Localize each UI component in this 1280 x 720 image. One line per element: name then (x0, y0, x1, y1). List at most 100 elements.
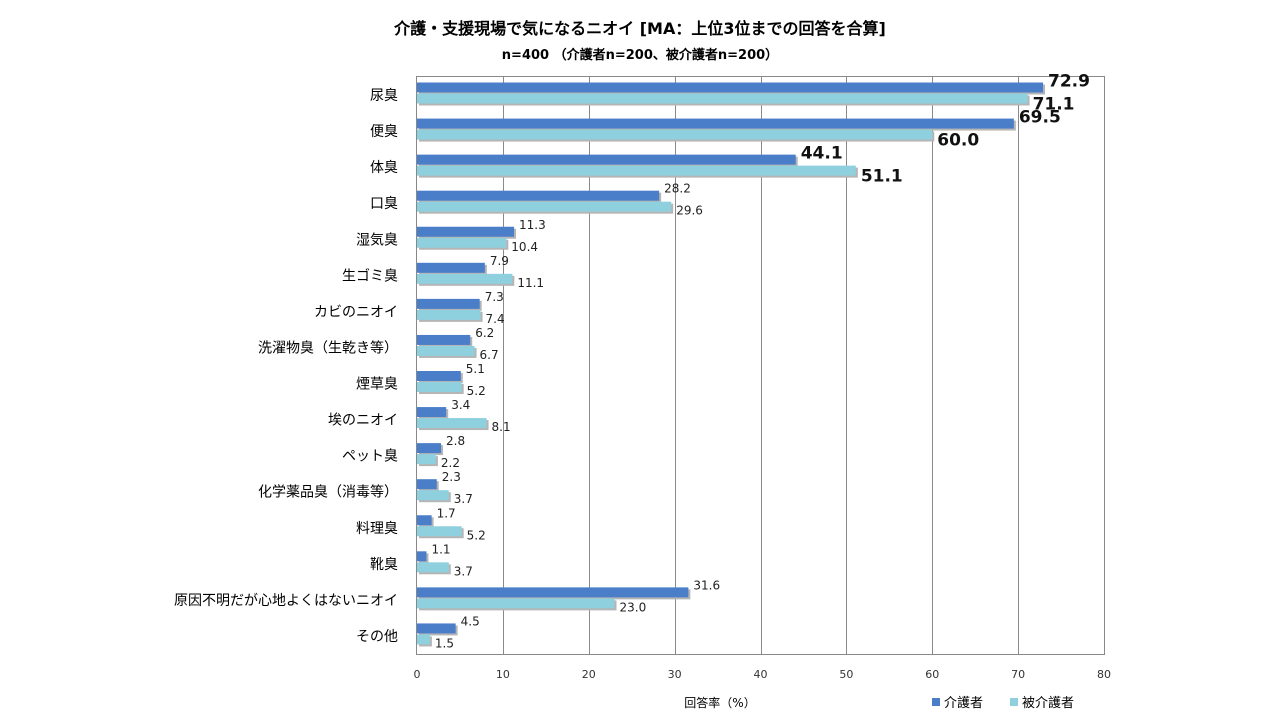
data-label: 2.2 (441, 456, 460, 470)
x-tick-labels: 0 10 20 30 40 50 60 70 80 (414, 668, 1112, 681)
x-tick-label: 80 (1097, 668, 1111, 681)
data-label: 6.2 (475, 326, 494, 340)
bar-care-receiver (417, 165, 856, 176)
bar-caregiver (417, 334, 471, 345)
legend-swatch (932, 698, 940, 706)
data-label: 51.1 (861, 167, 903, 187)
bar-caregiver (417, 262, 485, 273)
data-label: 60.0 (937, 131, 979, 151)
category-label: 埃のニオイ (328, 413, 398, 429)
bars-group: 72.9 71.169.5 60.0 44.1 51.1 28.2 29.6 11.3 10.4… (417, 72, 1090, 650)
data-label: 2.3 (442, 470, 461, 484)
data-label: 1.7 (437, 506, 456, 520)
category-label: ペット臭 (342, 449, 398, 465)
bar-caregiver (417, 154, 796, 165)
data-label: 7.9 (490, 254, 509, 268)
bar-care-receiver (417, 345, 475, 356)
bar-caregiver (417, 371, 461, 381)
data-label: 4.5 (461, 614, 480, 628)
x-tick-label: 60 (925, 668, 939, 681)
bar-care-receiver (417, 634, 430, 645)
bar-care-receiver (417, 382, 462, 392)
data-label: 3.4 (451, 398, 470, 412)
data-label: 7.3 (485, 290, 504, 304)
bar-care-receiver (417, 309, 481, 320)
category-label: 化学薬品臭（消毒等） (258, 484, 398, 501)
x-tick-label: 10 (496, 668, 510, 681)
data-label: 5.2 (467, 384, 486, 398)
data-label: 3.7 (454, 492, 473, 506)
bar-caregiver (417, 190, 660, 201)
x-tick-label: 50 (839, 668, 853, 681)
bar-care-receiver (417, 93, 1028, 104)
x-tick-label: 20 (582, 668, 596, 681)
data-label: 69.5 (1019, 108, 1061, 128)
legend-swatch (1010, 698, 1018, 706)
bar-care-receiver (417, 273, 513, 284)
bar-care-receiver (417, 490, 449, 501)
bar-caregiver (417, 226, 515, 237)
bar-caregiver (417, 82, 1044, 93)
data-label: 5.2 (467, 528, 486, 542)
data-label: 11.1 (517, 276, 544, 290)
category-label: 便臭 (370, 124, 398, 140)
data-label: 10.4 (511, 240, 538, 254)
data-label: 3.7 (454, 564, 473, 578)
data-label: 5.1 (466, 362, 485, 376)
bar-care-receiver (417, 598, 615, 609)
data-label: 1.1 (431, 542, 450, 556)
x-tick-label: 40 (754, 668, 768, 681)
bar-care-receiver (417, 201, 672, 212)
data-label: 23.0 (620, 600, 647, 614)
bar-care-receiver (417, 418, 487, 429)
category-label: 料理臭 (356, 521, 398, 537)
category-label: 生ゴミ臭 (342, 267, 398, 284)
bar-caregiver (417, 298, 480, 309)
data-label: 72.9 (1048, 72, 1090, 92)
x-tick-label: 30 (668, 668, 682, 681)
data-label: 8.1 (492, 420, 511, 434)
category-label: 煙草臭 (356, 377, 398, 393)
data-label: 11.3 (519, 218, 546, 232)
bar-caregiver (417, 118, 1014, 129)
data-label: 6.7 (480, 348, 499, 362)
x-tick-label: 0 (414, 668, 421, 681)
category-label: 口臭 (370, 196, 398, 212)
x-axis-title: 回答率（%） (684, 695, 755, 710)
x-tick-label: 70 (1011, 668, 1025, 681)
bar-caregiver (417, 623, 456, 634)
data-label: 29.6 (676, 204, 703, 218)
data-label: 44.1 (801, 144, 843, 164)
data-label: 1.5 (435, 636, 454, 650)
data-label: 31.6 (693, 578, 720, 592)
data-label: 7.4 (486, 312, 505, 326)
data-label: 2.8 (446, 434, 465, 448)
category-label: その他 (356, 629, 398, 645)
bar-care-receiver (417, 237, 507, 248)
bar-care-receiver (417, 454, 436, 465)
legend-label: 被介護者 (1022, 695, 1074, 711)
category-label: 原因不明だが心地よくはないニオイ (174, 593, 398, 609)
category-label: カビのニオイ (314, 304, 398, 320)
bar-care-receiver (417, 129, 933, 140)
bar-caregiver (417, 551, 427, 562)
bar-care-receiver (417, 526, 462, 537)
bar-caregiver (417, 407, 447, 418)
bar-caregiver (417, 587, 689, 598)
category-label: 洗濯物臭（生乾き等） (258, 339, 398, 356)
chart-subtitle: n=400 （介護者n=200、被介護者n=200） (502, 47, 778, 63)
bar-care-receiver (417, 562, 449, 573)
bar-caregiver (417, 443, 442, 454)
category-label: 尿臭 (370, 88, 398, 104)
bar-caregiver (417, 479, 437, 490)
category-label: 体臭 (370, 160, 398, 176)
plot-area-frame (416, 76, 1105, 655)
data-label: 71.1 (1033, 95, 1075, 115)
chart-title: 介護・支援現場で気になるニオイ [MA：上位3位までの回答を合算] (393, 19, 886, 38)
data-label: 28.2 (664, 182, 691, 196)
category-label: 湿気臭 (356, 232, 398, 248)
legend: 介護者 被介護者 (932, 695, 1074, 711)
bar-caregiver (417, 515, 432, 526)
